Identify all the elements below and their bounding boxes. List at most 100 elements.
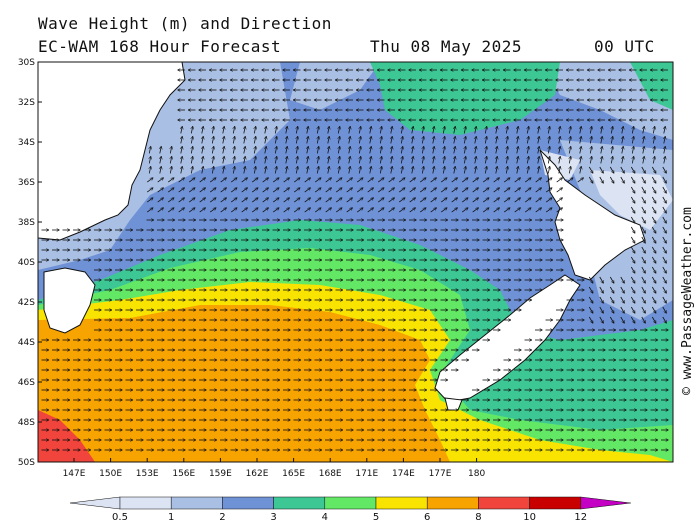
- legend-label: 1: [168, 512, 174, 523]
- direction-arrow: [178, 198, 185, 203]
- longitude-axis: 147E 150E 153E 156E 159E 162E 165E 168E 171E 174E…: [63, 458, 485, 479]
- direction-arrow: [233, 167, 234, 174]
- direction-arrow: [401, 147, 402, 154]
- direction-arrow: [559, 157, 560, 164]
- direction-arrow: [304, 208, 311, 213]
- direction-arrow: [506, 157, 507, 164]
- direction-arrow: [514, 188, 521, 193]
- band-1m-north: [290, 62, 380, 110]
- direction-arrow: [283, 178, 290, 183]
- direction-arrow: [430, 208, 437, 213]
- lat-label: 44S: [18, 338, 35, 348]
- direction-arrow: [443, 147, 444, 154]
- direction-arrow: [272, 198, 279, 203]
- direction-arrow: [335, 178, 342, 183]
- direction-arrow: [233, 137, 234, 144]
- direction-arrow: [503, 208, 510, 213]
- band-8m: [38, 410, 95, 462]
- direction-arrow: [651, 316, 656, 323]
- direction-arrow: [251, 198, 258, 203]
- direction-arrow: [244, 147, 245, 154]
- legend-label: 8: [475, 512, 481, 523]
- direction-arrow: [548, 147, 549, 154]
- direction-arrow: [328, 167, 329, 174]
- direction-arrow: [641, 226, 646, 233]
- direction-arrow: [356, 178, 363, 183]
- lon-label: 147E: [63, 469, 86, 479]
- direction-arrow: [430, 178, 437, 183]
- direction-arrow: [262, 188, 269, 193]
- band-3m-north: [370, 62, 560, 135]
- direction-arrow: [307, 127, 308, 134]
- direction-arrow: [223, 137, 224, 144]
- direction-arrow: [422, 127, 423, 134]
- direction-arrow: [244, 137, 245, 144]
- direction-arrow: [464, 127, 465, 134]
- direction-arrow: [517, 127, 518, 134]
- legend-label: 10: [523, 512, 536, 523]
- direction-arrow: [566, 178, 573, 183]
- direction-arrow: [527, 137, 528, 144]
- direction-arrow: [149, 157, 150, 164]
- lon-label: 177E: [429, 469, 452, 479]
- direction-arrow: [209, 188, 216, 193]
- direction-arrow: [202, 147, 203, 154]
- direction-arrow: [506, 127, 507, 134]
- lat-label: 50S: [18, 458, 35, 468]
- direction-arrow: [651, 306, 656, 313]
- direction-arrow: [517, 137, 518, 144]
- direction-arrow: [643, 127, 644, 134]
- direction-arrow: [641, 206, 646, 213]
- direction-arrow: [146, 178, 153, 183]
- direction-arrow: [535, 208, 542, 213]
- direction-arrow: [643, 137, 644, 144]
- direction-arrow: [223, 167, 224, 174]
- direction-arrow: [202, 167, 203, 174]
- direction-arrow: [338, 157, 339, 164]
- direction-arrow: [641, 296, 646, 303]
- direction-arrow: [577, 178, 584, 183]
- direction-arrow: [514, 198, 521, 203]
- direction-arrow: [262, 178, 269, 183]
- direction-arrow: [412, 127, 413, 134]
- lon-label: 168E: [319, 469, 342, 479]
- direction-arrow: [370, 137, 371, 144]
- direction-arrow: [482, 178, 489, 183]
- direction-arrow: [328, 137, 329, 144]
- direction-arrow: [191, 137, 192, 144]
- direction-arrow: [464, 157, 465, 164]
- australia-land: [38, 62, 186, 241]
- direction-arrow: [454, 167, 455, 174]
- direction-arrow: [241, 198, 248, 203]
- direction-arrow: [482, 208, 489, 213]
- direction-arrow: [630, 226, 635, 233]
- direction-arrow: [651, 246, 656, 253]
- direction-arrow: [422, 137, 423, 144]
- direction-arrow: [430, 198, 437, 203]
- direction-arrow: [325, 198, 332, 203]
- direction-arrow: [556, 188, 563, 193]
- direction-arrow: [599, 306, 604, 313]
- direction-arrow: [314, 178, 321, 183]
- lon-label: 165E: [282, 469, 305, 479]
- direction-arrow: [535, 198, 542, 203]
- direction-arrow: [609, 176, 614, 183]
- direction-arrow: [461, 188, 468, 193]
- direction-arrow: [651, 216, 656, 223]
- direction-arrow: [503, 198, 510, 203]
- direction-arrow: [233, 127, 234, 134]
- direction-arrow: [662, 266, 667, 273]
- direction-arrow: [191, 147, 192, 154]
- direction-arrow: [370, 127, 371, 134]
- direction-arrow: [335, 188, 342, 193]
- direction-arrow: [167, 178, 174, 183]
- lat-label: 48S: [18, 418, 35, 428]
- direction-arrow: [328, 147, 329, 154]
- lat-label: 34S: [18, 138, 35, 148]
- direction-arrow: [599, 286, 604, 293]
- direction-arrow: [641, 236, 646, 243]
- direction-arrow: [380, 157, 381, 164]
- direction-arrow: [422, 147, 423, 154]
- legend-label: 5: [373, 512, 379, 523]
